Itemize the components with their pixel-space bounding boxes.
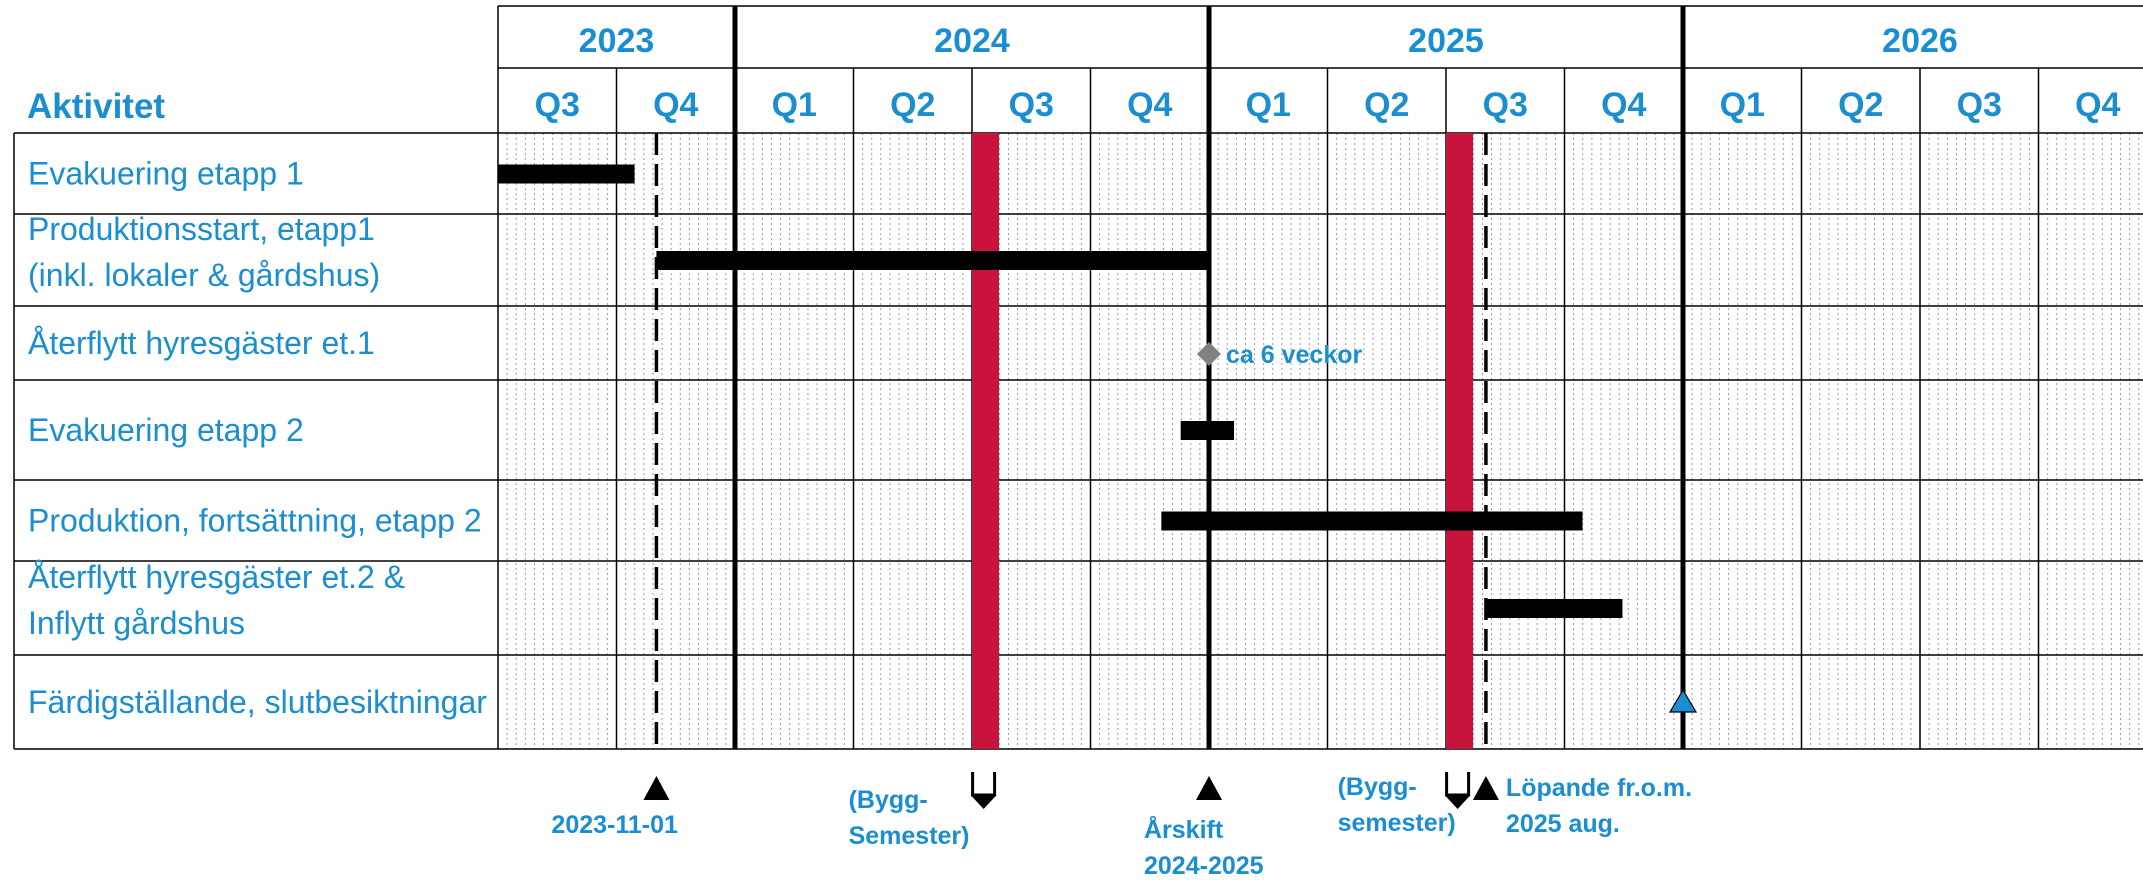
activity-label: Produktionsstart, etapp1 [28,211,375,247]
quarter-label: Q4 [1601,86,1646,124]
vacation-flag [971,772,997,797]
year-label-2023: 2023 [579,22,655,60]
vacation-flag [1445,772,1471,797]
vacation-flag-tip [1444,795,1471,809]
quarter-label: Q2 [890,86,935,124]
quarter-label: Q1 [772,86,817,124]
activity-header: Aktivitet [27,87,165,126]
vacation-band [1446,133,1474,749]
year-label-2024: 2024 [934,22,1010,60]
milestone-label: ca 6 veckor [1226,341,1362,369]
quarter-label: Q4 [1127,86,1172,124]
quarter-label: Q2 [1838,86,1883,124]
activity-label: Produktion, fortsättning, etapp 2 [28,503,482,539]
marker-label: semester) [1338,809,1456,837]
quarter-label: Q4 [2075,86,2120,124]
activity-label: Evakuering etapp 1 [28,156,304,192]
gantt-bar [1485,599,1623,618]
marker-label: (Bygg- [1338,773,1417,801]
quarter-label: Q1 [1720,86,1765,124]
marker-label: 2024-2025 [1144,852,1264,880]
milestone-diamond [1197,342,1221,366]
marker-label: 2023-11-01 [551,811,678,839]
marker-label: (Bygg- [849,786,928,814]
milestone-triangle [1668,688,1698,713]
activity-label: Färdigställande, slutbesiktningar [28,684,487,720]
quarter-label: Q3 [1957,86,2002,124]
vacation-flag-tip [970,795,997,809]
vacation-band [972,133,1000,749]
marker-label: Årskift [1144,815,1224,844]
activity-label: Återflytt hyresgäster et.2 & [28,559,405,595]
marker-triangle [1196,776,1222,800]
gantt-bar [1161,511,1583,531]
quarter-label: Q4 [653,86,698,124]
gantt-bar [656,251,1209,270]
activity-label: (inkl. lokaler & gårdshus) [28,257,380,293]
year-label-2026: 2026 [1882,22,1958,60]
quarter-label: Q1 [1246,86,1291,124]
year-label-2025: 2025 [1408,22,1484,60]
gantt-bar [498,164,635,184]
quarter-label: Q3 [1483,86,1528,124]
marker-triangle [1472,776,1499,800]
activity-label: Återflytt hyresgäster et.1 [28,325,375,361]
activity-label: Evakuering etapp 2 [28,412,304,448]
activity-label: Inflytt gårdshus [28,605,245,641]
quarter-label: Q2 [1364,86,1409,124]
marker-label: 2025 aug. [1506,810,1620,838]
marker-label: Löpande fr.o.m. [1506,774,1692,802]
quarter-label: Q3 [535,86,580,124]
marker-triangle [643,776,670,800]
quarter-label: Q3 [1009,86,1054,124]
marker-label: Semester) [849,822,970,850]
gantt-bar [1180,421,1235,440]
